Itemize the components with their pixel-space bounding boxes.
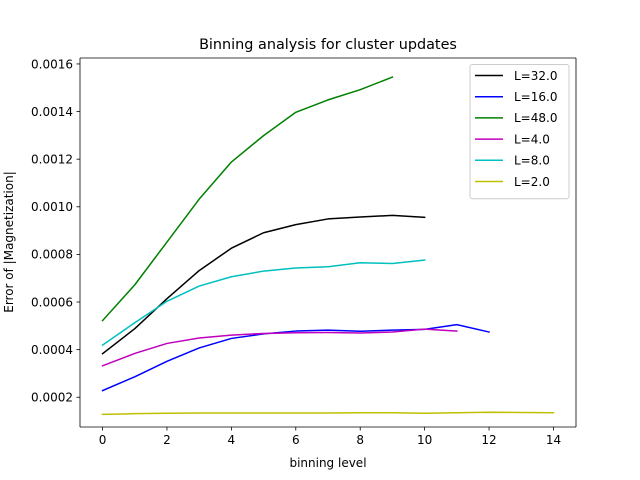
axes-layer [79,57,577,428]
y-tick-label: 0.0012 [31,152,73,166]
y-tick-label: 0.0008 [31,248,73,262]
x-axis-title: binning level [289,456,366,470]
y-tick-label: 0.0006 [31,295,73,309]
x-tick-label: 12 [481,433,496,447]
y-axis-title: Error of |Magnetization| [2,171,16,313]
y-tick-label: 0.0002 [31,391,73,405]
legend-frame [469,64,570,200]
legend-label: L=32.0 [514,69,557,83]
legend-label: L=2.0 [514,175,550,189]
series-line-5 [101,259,426,347]
series-line-4 [101,328,458,367]
x-tick-label: 14 [546,433,561,447]
x-tick-label: 4 [228,433,236,447]
chart-title: Binning analysis for cluster updates [199,37,457,53]
legend-label: L=16.0 [514,90,557,104]
legend-label: L=8.0 [514,154,550,168]
series-line-3 [101,76,394,322]
x-tick-label: 6 [292,433,300,447]
x-tick-label: 0 [99,433,107,447]
series-layer [101,76,555,416]
y-tick-label: 0.0004 [31,343,73,357]
legend: L=32.0 L=16.0 L=48.0 L=4.0 L=8.0 L=2.0 [469,64,570,200]
legend-label: L=48.0 [514,111,557,125]
x-tick-label: 10 [417,433,432,447]
ticks-layer: 0 2 4 6 8 10 12 14 0.0002 0.0004 0.0006 0.0008 0.001… [31,57,561,447]
legend-label: L=4.0 [514,132,550,146]
y-tick-label: 0.0014 [31,105,73,119]
y-tick-label: 0.0016 [31,57,73,71]
x-tick-label: 8 [356,433,364,447]
x-tick-label: 2 [163,433,171,447]
series-line-6 [101,411,555,416]
y-tick-label: 0.0010 [31,200,73,214]
